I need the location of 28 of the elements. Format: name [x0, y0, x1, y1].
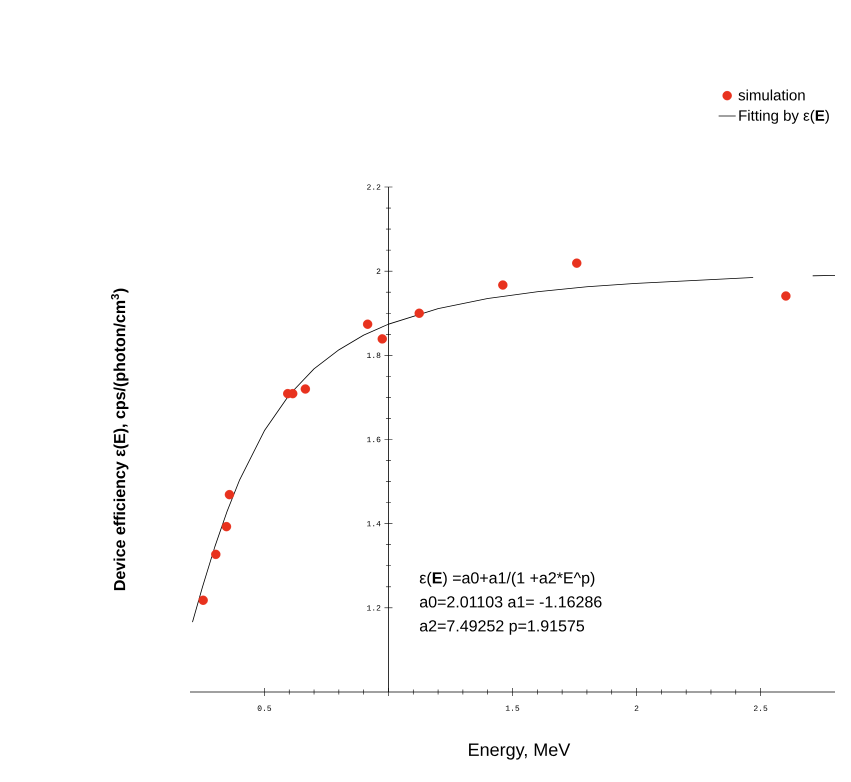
point [362, 319, 372, 329]
x-tick-label: 0.5 [258, 706, 272, 711]
legend-label: simulation [738, 89, 805, 100]
point [224, 490, 234, 500]
x-tick-label: 1.5 [506, 706, 520, 711]
x-tick-label: 2 [634, 706, 638, 711]
y-axis-title: Device efficiency ε(E), cps/(photon/cm$^{3}$) [111, 288, 128, 590]
annotation: a0=2.01103 a1= -1.16286 [420, 596, 602, 608]
point [498, 280, 508, 290]
point [222, 522, 232, 532]
annotation: ε(E) =a0+a1/(1 +a2*E^p) [420, 572, 594, 587]
y-tick-label: 2 [376, 268, 380, 274]
point [781, 291, 791, 301]
point [414, 308, 424, 318]
x-tick-label: 2.5 [754, 706, 768, 711]
point [572, 258, 582, 268]
y-tick-label: 1.4 [367, 521, 381, 526]
y-tick-label: 1.6 [367, 436, 380, 442]
point [300, 384, 310, 394]
point [211, 550, 220, 560]
point [378, 334, 387, 344]
y-tick-label: 1.2 [367, 605, 380, 611]
y-tick-label: 2.2 [367, 184, 380, 190]
x-axis-title: Energy, MeV [469, 744, 570, 760]
point [198, 596, 208, 605]
legend-label: Fitting by ε(E) [739, 110, 829, 124]
annotation: a2=7.49252 p=1.91575 [420, 620, 584, 635]
y-tick-label: 1.8 [367, 352, 380, 358]
